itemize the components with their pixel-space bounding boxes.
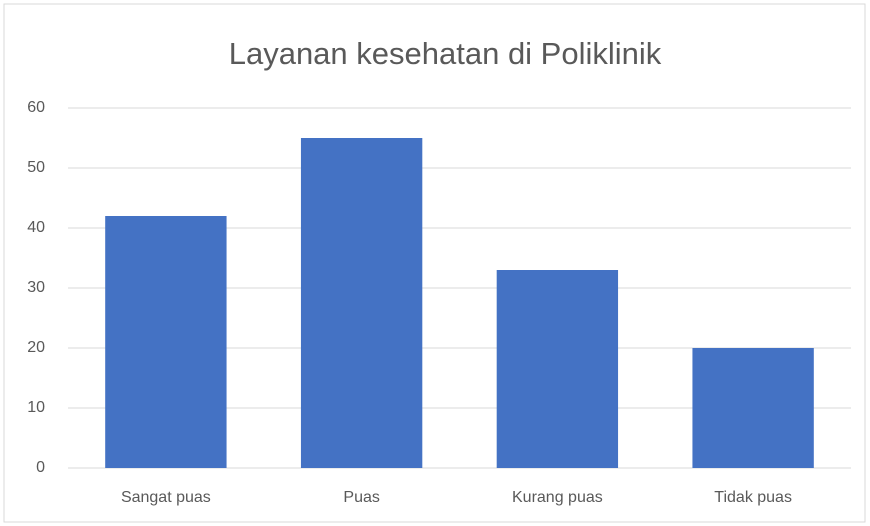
bar — [105, 216, 227, 468]
x-tick-label: Kurang puas — [512, 489, 603, 506]
chart-title: Layanan kesehatan di Poliklinik — [229, 36, 662, 71]
y-tick-label: 60 — [27, 99, 45, 116]
y-tick-label: 30 — [27, 279, 45, 296]
bar — [496, 270, 619, 468]
y-tick-label: 20 — [27, 339, 45, 356]
bar — [692, 348, 814, 468]
x-tick-label: Sangat puas — [121, 489, 211, 506]
x-tick-label: Tidak puas — [714, 489, 792, 506]
x-tick-label: Puas — [343, 489, 379, 506]
y-tick-label: 50 — [27, 159, 45, 176]
y-tick-label: 0 — [36, 459, 45, 476]
y-tick-label: 40 — [27, 219, 45, 236]
bar — [300, 138, 423, 468]
y-tick-label: 10 — [27, 399, 45, 416]
